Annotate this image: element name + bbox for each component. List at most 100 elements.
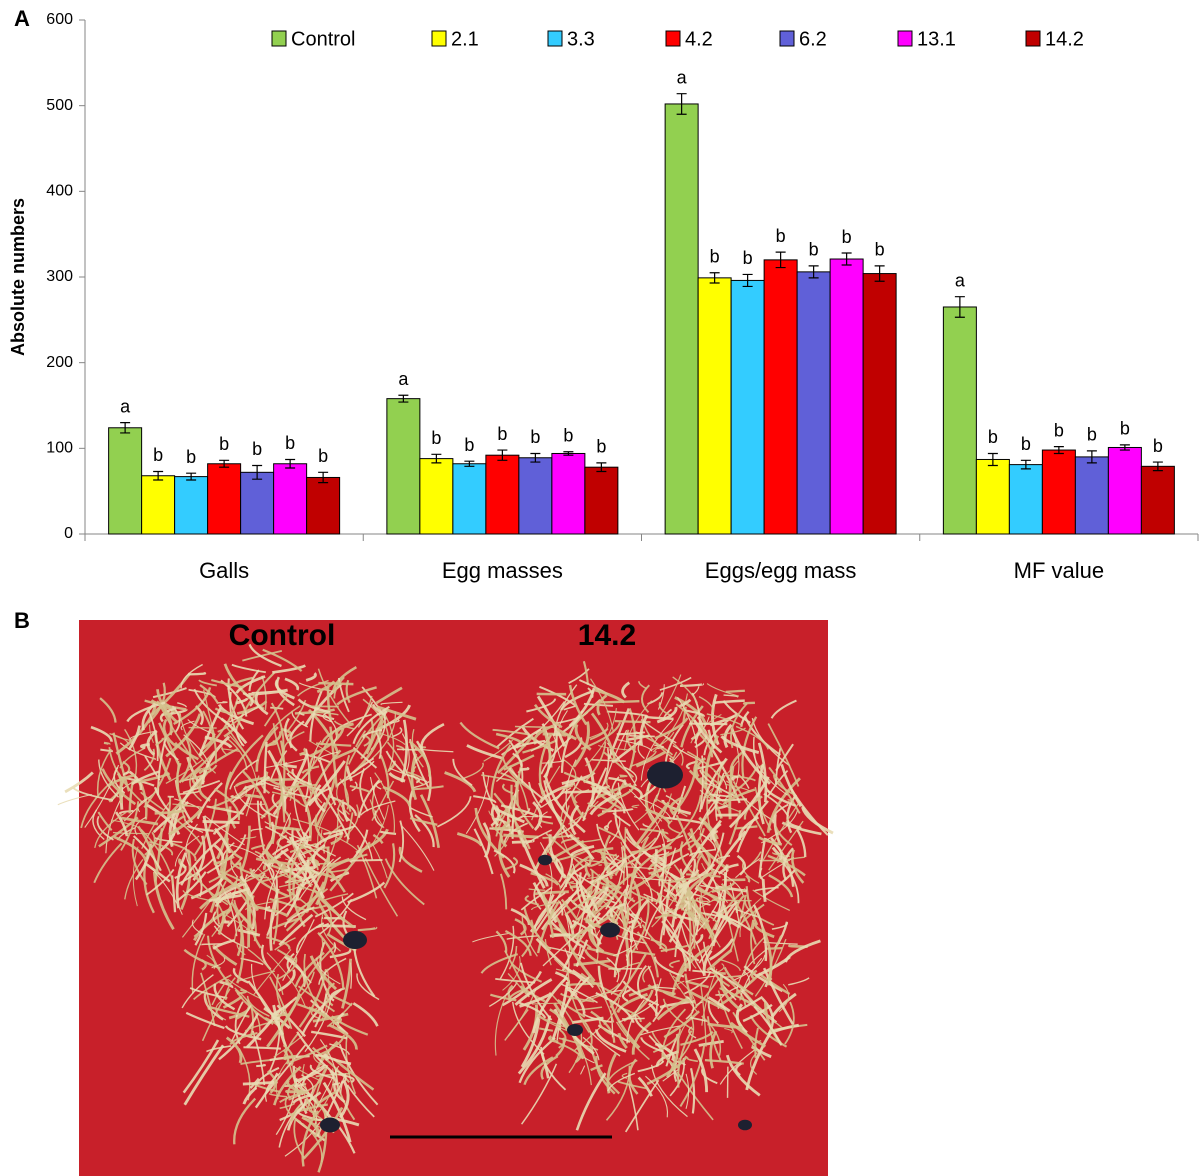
- significance-letter: b: [153, 445, 163, 465]
- significance-letter: b: [252, 439, 262, 459]
- significance-letter: b: [563, 426, 573, 446]
- y-axis-label: Absolute numbers: [8, 198, 28, 356]
- root-strand: [201, 944, 222, 945]
- photo-label: Control: [229, 619, 336, 652]
- root-strand: [203, 821, 240, 822]
- dark-particle: [320, 1118, 340, 1133]
- legend-swatch: [666, 31, 680, 46]
- root-strand: [726, 691, 745, 692]
- bar: [731, 280, 764, 534]
- y-tick-label: 300: [46, 268, 73, 285]
- y-tick-label: 600: [46, 11, 73, 28]
- bar: [519, 458, 552, 534]
- legend-swatch: [780, 31, 794, 46]
- bar: [1042, 450, 1075, 534]
- bar: [797, 272, 830, 534]
- legend-label: 3.3: [567, 28, 595, 50]
- significance-letter: b: [743, 248, 753, 268]
- legend-label: 14.2: [1045, 28, 1084, 50]
- root-strand: [351, 963, 352, 989]
- x-tick-label: Galls: [199, 558, 249, 583]
- x-tick-label: MF value: [1014, 558, 1104, 583]
- root-strand: [712, 900, 751, 901]
- significance-letter: b: [530, 427, 540, 447]
- y-tick-label: 0: [64, 525, 73, 542]
- bar: [274, 464, 307, 534]
- legend-swatch: [1026, 31, 1040, 46]
- dark-particle: [538, 855, 552, 866]
- dark-particle: [567, 1024, 583, 1036]
- figure: A Absolute numbers Control 14.2 B 0 100 20…: [0, 0, 1202, 1176]
- significance-letter: b: [1054, 420, 1064, 440]
- bar: [1075, 457, 1108, 534]
- significance-letter: b: [464, 435, 474, 455]
- bar: [698, 278, 731, 534]
- significance-letter: b: [186, 447, 196, 467]
- bar: [387, 399, 420, 534]
- bar: [109, 428, 142, 534]
- significance-letter: b: [431, 428, 441, 448]
- significance-letter: b: [875, 240, 885, 260]
- significance-letter: b: [1021, 434, 1031, 454]
- root-strand: [503, 835, 538, 837]
- significance-letter: b: [842, 227, 852, 247]
- significance-letter: b: [318, 446, 328, 466]
- significance-letter: b: [988, 427, 998, 447]
- panel-label: A: [14, 6, 30, 31]
- root-strand: [629, 736, 655, 737]
- significance-letter: a: [955, 270, 966, 290]
- significance-letter: a: [398, 369, 409, 389]
- y-tick-label: 100: [46, 440, 73, 457]
- bar: [943, 307, 976, 534]
- root-strand: [619, 775, 627, 776]
- significance-letter: b: [776, 226, 786, 246]
- legend-swatch: [272, 31, 286, 46]
- bar: [453, 464, 486, 534]
- legend-label: 4.2: [685, 28, 713, 50]
- bar: [976, 459, 1009, 534]
- legend-label: 2.1: [451, 28, 479, 50]
- legend-swatch: [898, 31, 912, 46]
- x-tick-label: Egg masses: [442, 558, 563, 583]
- significance-letter: a: [677, 67, 688, 87]
- bar: [552, 453, 585, 534]
- root-strand: [689, 724, 727, 725]
- bar: [764, 260, 797, 534]
- y-tick-label: 200: [46, 354, 73, 371]
- bar: [175, 477, 208, 534]
- root-strand: [765, 948, 782, 949]
- root-strand: [608, 968, 642, 969]
- bar: [1108, 447, 1141, 534]
- legend-swatch: [548, 31, 562, 46]
- root-strand: [515, 727, 554, 728]
- bar: [585, 467, 618, 534]
- dark-particle: [600, 923, 620, 938]
- legend-label: 13.1: [917, 28, 956, 50]
- bar: [665, 104, 698, 534]
- significance-letter: b: [285, 433, 295, 453]
- y-tick-label: 400: [46, 183, 73, 200]
- root-strand: [216, 808, 226, 809]
- significance-letter: b: [1153, 436, 1163, 456]
- x-tick-label: Eggs/egg mass: [705, 558, 857, 583]
- root-strand: [247, 910, 249, 911]
- bar: [420, 459, 453, 534]
- bar: [208, 464, 241, 534]
- y-tick-label: 500: [46, 97, 73, 114]
- significance-letter: b: [809, 240, 819, 260]
- root-strand: [256, 1065, 265, 1066]
- significance-letter: b: [497, 424, 507, 444]
- photo-label: 14.2: [578, 619, 636, 652]
- legend-label: 6.2: [799, 28, 827, 50]
- photo: Control 14.2: [58, 619, 833, 1176]
- panel-label: B: [14, 608, 30, 633]
- root-strand: [571, 886, 577, 888]
- dark-particle: [343, 931, 367, 949]
- root-strand: [565, 791, 602, 792]
- bar: [486, 455, 519, 534]
- legend-swatch: [432, 31, 446, 46]
- significance-letter: b: [710, 246, 720, 266]
- significance-letter: b: [1120, 419, 1130, 439]
- significance-letter: b: [1087, 425, 1097, 445]
- root-strand: [520, 768, 528, 769]
